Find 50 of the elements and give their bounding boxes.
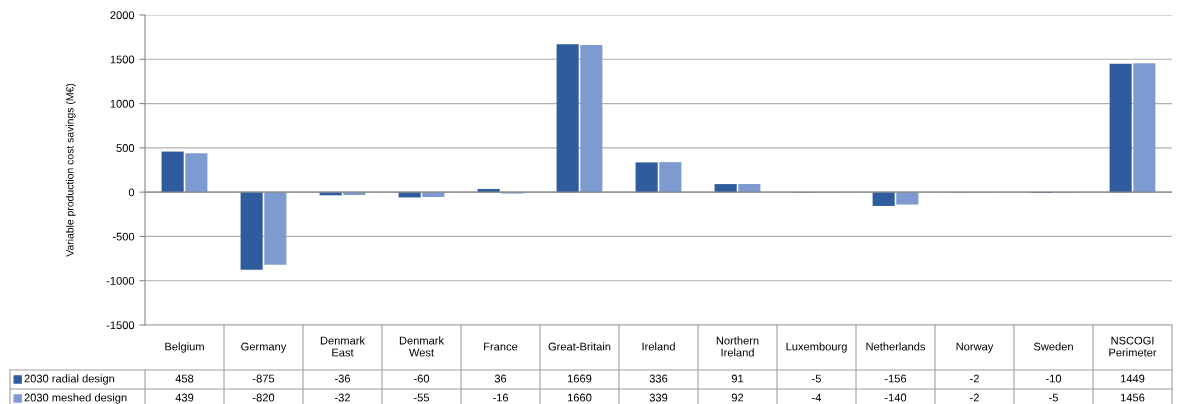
data-label: -32 <box>334 393 350 402</box>
data-label: -875 <box>252 374 275 383</box>
y-tick-label: -500 <box>112 232 135 241</box>
y-tick-label: 2000 <box>110 11 135 20</box>
data-label: -36 <box>334 374 351 383</box>
legend-label: 2030 meshed design <box>24 393 127 404</box>
data-label: -156 <box>884 374 907 383</box>
data-label: 439 <box>175 393 194 402</box>
x-tick-label: Norway <box>956 342 994 353</box>
data-label: -5 <box>1049 393 1058 402</box>
data-label: 91 <box>731 374 744 383</box>
x-tick-label: Denmark West <box>399 336 445 357</box>
data-label: -55 <box>413 393 430 402</box>
data-label: 339 <box>649 393 668 402</box>
data-label: 36 <box>494 374 507 383</box>
x-tick-label: Luxembourg <box>786 342 847 353</box>
x-tick-label: Northern Ireland <box>716 336 759 357</box>
data-label: 458 <box>175 374 194 383</box>
data-label: -16 <box>492 393 509 402</box>
legend-label: 2030 radial design <box>24 374 115 385</box>
data-label: -140 <box>884 393 907 402</box>
y-tick-label: 1500 <box>110 55 135 64</box>
data-label: 1456 <box>1120 393 1145 402</box>
data-label: -2 <box>970 374 979 383</box>
x-tick-label: Ireland <box>642 342 675 351</box>
y-tick-label: 1000 <box>110 99 135 108</box>
y-axis-title: Variable production cost savings (M€) <box>65 83 76 257</box>
data-label: -2 <box>970 393 979 402</box>
data-label: -5 <box>812 374 821 383</box>
x-tick-label: Netherlands <box>866 342 926 351</box>
data-label: -60 <box>413 374 430 383</box>
data-label: 336 <box>649 374 668 383</box>
x-tick-label: Great-Britain <box>548 342 611 351</box>
data-label: 1669 <box>567 374 592 383</box>
data-label: -4 <box>812 393 822 402</box>
data-label: -10 <box>1045 374 1062 383</box>
data-label: 92 <box>731 393 744 402</box>
data-label: 1449 <box>1120 374 1145 383</box>
x-tick-label: Denmark East <box>320 336 366 357</box>
x-tick-label: NSCOGI Perimeter <box>1109 336 1157 357</box>
y-tick-label: -1500 <box>106 321 135 330</box>
y-tick-label: 0 <box>128 188 135 197</box>
x-tick-label: France <box>484 342 518 351</box>
data-label: 1660 <box>567 393 592 402</box>
data-label: -820 <box>252 393 275 402</box>
x-tick-label: Sweden <box>1033 342 1073 351</box>
x-tick-label: Germany <box>241 342 287 353</box>
x-tick-label: Belgium <box>165 342 204 353</box>
y-tick-label: -1000 <box>106 276 135 285</box>
y-tick-label: 500 <box>116 144 135 152</box>
